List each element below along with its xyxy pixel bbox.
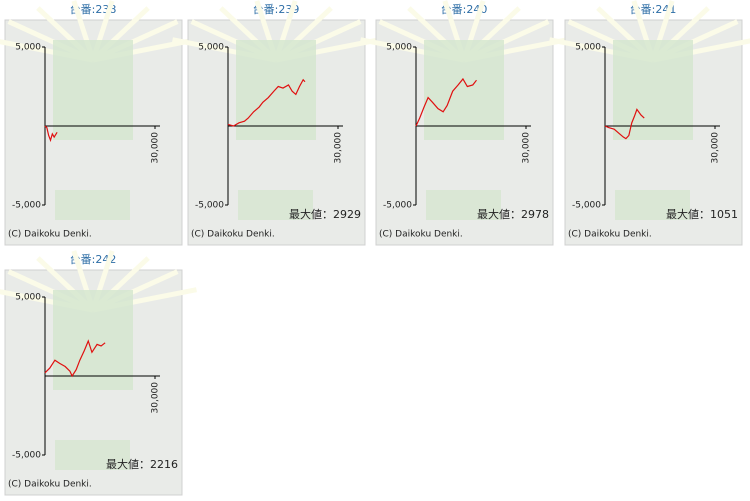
copyright: (C) Daikoku Denki. (8, 230, 92, 240)
bg-tray (426, 190, 501, 220)
bg-tray (615, 190, 690, 220)
bg-machine (424, 40, 504, 140)
x-tick-label: 30,000 (334, 132, 344, 164)
bg-machine (53, 40, 133, 140)
bg-machine (53, 290, 133, 390)
max-label: 最大値：1051 (666, 207, 738, 221)
copyright: (C) Daikoku Denki. (568, 230, 652, 240)
y-tick-label: 5,000 (575, 43, 601, 53)
max-label: 最大値：2978 (477, 207, 549, 221)
copyright: (C) Daikoku Denki. (8, 480, 92, 490)
max-label: 最大値：2216 (106, 457, 178, 471)
bg-machine (613, 40, 693, 140)
data-line (604, 108, 645, 140)
chart-title: 台番:241 (630, 2, 677, 16)
y-tick-label: -5,000 (12, 451, 41, 461)
y-tick-label: 5,000 (386, 43, 412, 53)
x-tick-label: 30,000 (711, 132, 721, 164)
copyright: (C) Daikoku Denki. (191, 230, 275, 240)
chart-title: 台番:242 (70, 252, 117, 266)
bg-tray (238, 190, 313, 220)
y-tick-label: -5,000 (12, 201, 41, 211)
y-tick-label: 5,000 (15, 293, 41, 303)
bg-machine (236, 40, 316, 140)
data-line (227, 78, 306, 127)
data-line (415, 77, 477, 127)
y-tick-label: -5,000 (383, 201, 412, 211)
y-tick-label: 5,000 (15, 43, 41, 53)
data-line (44, 339, 106, 378)
y-tick-label: -5,000 (572, 201, 601, 211)
y-tick-label: 5,000 (198, 43, 224, 53)
chart-title: 台番:240 (441, 2, 488, 16)
x-tick-label: 30,000 (151, 382, 161, 414)
data-line (44, 125, 58, 143)
y-tick-label: -5,000 (195, 201, 224, 211)
copyright: (C) Daikoku Denki. (379, 230, 463, 240)
bg-tray (55, 190, 130, 220)
chart-title: 台番:238 (70, 2, 117, 16)
max-label: 最大値：2929 (289, 207, 361, 221)
bg-tray (55, 440, 130, 470)
chart-title: 台番:239 (253, 2, 300, 16)
x-tick-label: 30,000 (151, 132, 161, 164)
x-tick-label: 30,000 (522, 132, 532, 164)
